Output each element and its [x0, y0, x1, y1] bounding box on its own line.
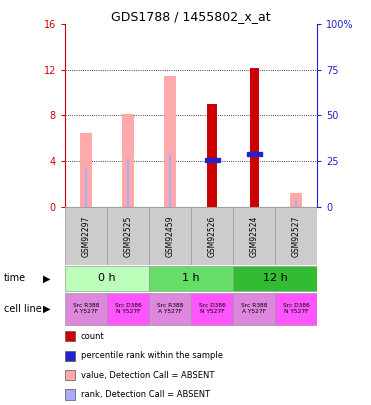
Bar [149, 207, 191, 265]
Text: GSM92525: GSM92525 [124, 215, 132, 257]
Bar [80, 132, 92, 207]
Bar [295, 200, 298, 207]
Text: Src R388
A Y527F: Src R388 A Y527F [241, 303, 267, 314]
Bar [290, 193, 302, 207]
Bar [149, 266, 233, 291]
Text: ▶: ▶ [43, 273, 50, 283]
Bar [233, 266, 317, 291]
Bar [191, 293, 233, 325]
Bar [233, 207, 275, 265]
Text: cell line: cell line [4, 304, 42, 314]
Bar [191, 207, 233, 265]
Text: value, Detection Call = ABSENT: value, Detection Call = ABSENT [81, 371, 214, 379]
Text: 0 h: 0 h [98, 273, 116, 283]
Bar [107, 207, 149, 265]
Text: Src R388
A Y527F: Src R388 A Y527F [157, 303, 183, 314]
Bar [122, 114, 134, 207]
Bar [204, 158, 220, 162]
Text: GSM92297: GSM92297 [82, 215, 91, 257]
Bar [275, 293, 317, 325]
Text: GSM92459: GSM92459 [165, 215, 174, 257]
Text: Src D386
N Y527F: Src D386 N Y527F [283, 303, 309, 314]
Text: Src D386
N Y527F: Src D386 N Y527F [115, 303, 141, 314]
Bar [275, 207, 317, 265]
Bar [65, 207, 106, 265]
Bar [207, 104, 217, 207]
Bar [250, 68, 259, 207]
Bar [164, 76, 176, 207]
Bar [149, 293, 191, 325]
Title: GDS1788 / 1455802_x_at: GDS1788 / 1455802_x_at [111, 10, 271, 23]
Bar [233, 293, 275, 325]
Text: Src R388
A Y527F: Src R388 A Y527F [73, 303, 99, 314]
Text: GSM92526: GSM92526 [208, 215, 217, 257]
Text: count: count [81, 332, 105, 341]
Text: 12 h: 12 h [263, 273, 288, 283]
Text: percentile rank within the sample: percentile rank within the sample [81, 351, 223, 360]
Bar [65, 266, 149, 291]
Text: ▶: ▶ [43, 304, 50, 314]
Bar [169, 155, 171, 207]
Text: Src D386
N Y527F: Src D386 N Y527F [199, 303, 226, 314]
Bar [247, 152, 262, 156]
Bar [65, 293, 106, 325]
Text: GSM92527: GSM92527 [292, 215, 301, 257]
Bar [107, 293, 149, 325]
Text: rank, Detection Call = ABSENT: rank, Detection Call = ABSENT [81, 390, 210, 399]
Text: 1 h: 1 h [182, 273, 200, 283]
Text: GSM92524: GSM92524 [250, 215, 259, 257]
Bar [85, 167, 87, 207]
Text: time: time [4, 273, 26, 283]
Bar [127, 158, 129, 207]
